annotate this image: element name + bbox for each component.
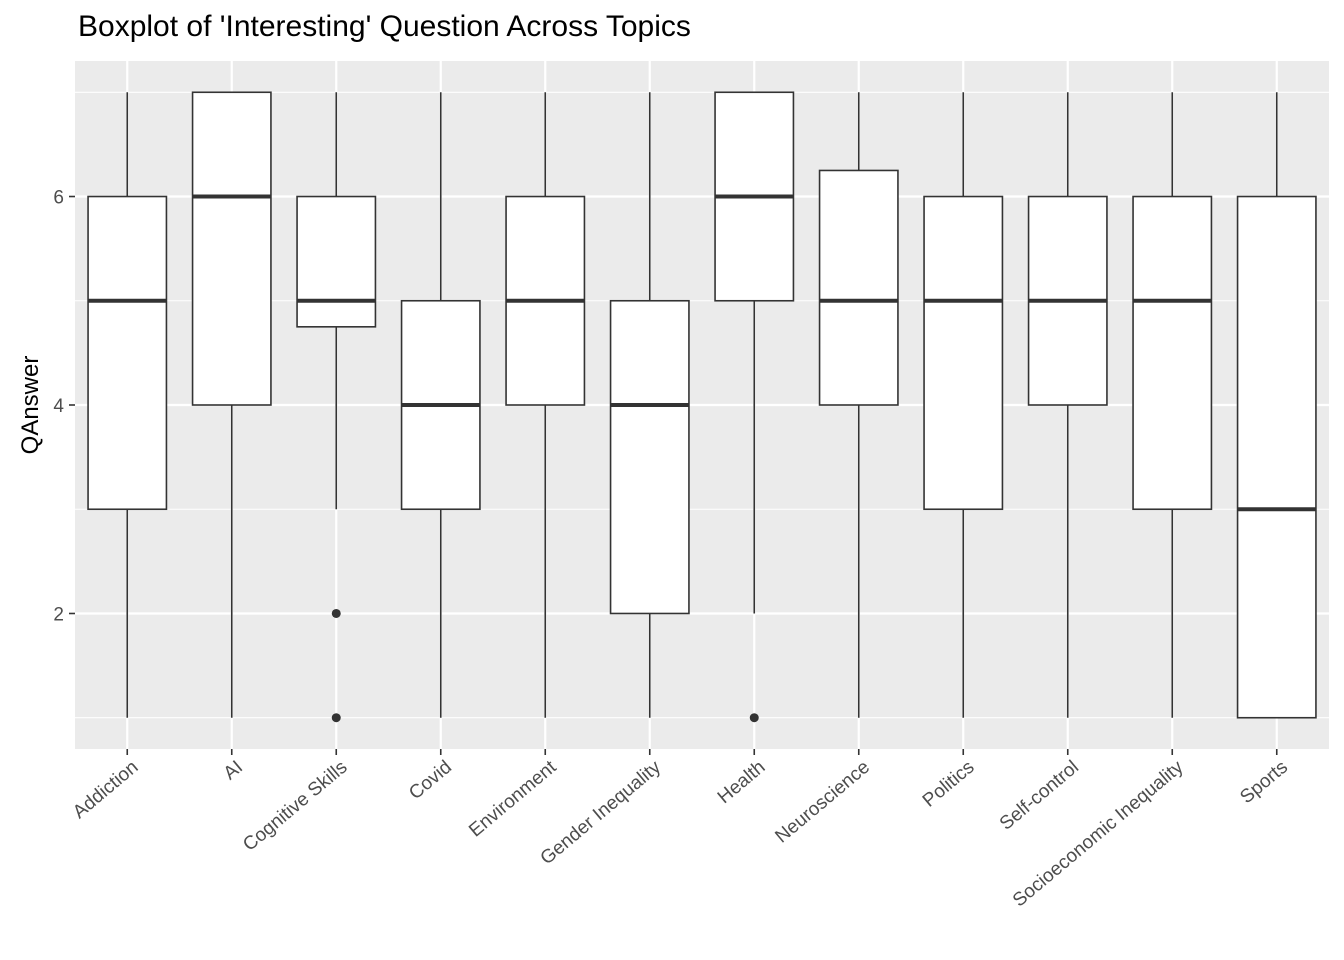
box-neuroscience <box>818 92 899 718</box>
outlier-point <box>331 713 341 723</box>
box-iqr <box>191 91 272 406</box>
box-iqr <box>1132 195 1213 511</box>
chart-title: Boxplot of 'Interesting' Question Across… <box>78 10 691 43</box>
box-iqr <box>609 299 690 615</box>
x-tick-label: Sports <box>1236 757 1292 808</box>
box-environment <box>505 92 586 718</box>
box-iqr <box>87 195 168 511</box>
y-axis: 2 4 6 <box>53 188 75 625</box>
x-tick-label: Health <box>714 757 770 808</box>
box-gender-inequality <box>609 92 690 718</box>
x-tick-label: Neuroscience <box>771 757 873 848</box>
x-tick-label: Addiction <box>69 757 142 823</box>
x-tick-label: AI <box>220 757 247 785</box>
box-socioeconomic-inequality <box>1132 92 1213 718</box>
box-politics <box>923 92 1004 718</box>
box-cognitive-skills <box>296 92 377 723</box>
x-tick-label: Socioeconomic Inequality <box>1009 756 1188 911</box>
box-health <box>714 91 795 723</box>
y-tick-label: 2 <box>53 604 64 625</box>
x-tick-label: Cognitive Skills <box>239 757 351 856</box>
y-tick-label: 6 <box>53 188 64 209</box>
outlier-point <box>749 713 759 723</box>
outlier-point <box>331 608 341 618</box>
box-self-control <box>1027 92 1108 718</box>
box-iqr <box>1236 195 1317 719</box>
x-tick-label: Environment <box>465 756 561 841</box>
box-ai <box>191 91 272 718</box>
box-sports <box>1236 92 1317 719</box>
boxes-layer <box>87 91 1317 723</box>
minor-gridlines <box>75 91 1329 719</box>
y-axis-title: QAnswer <box>17 356 44 455</box>
x-tick-label: Covid <box>405 757 456 804</box>
box-iqr <box>923 195 1004 511</box>
x-tick-label: Self-control <box>996 757 1083 835</box>
box-iqr <box>296 195 377 328</box>
box-iqr <box>818 169 899 406</box>
y-tick-label: 4 <box>53 396 64 417</box>
box-addiction <box>87 92 168 718</box>
box-covid <box>400 92 481 718</box>
x-tick-label: Politics <box>919 757 979 812</box>
